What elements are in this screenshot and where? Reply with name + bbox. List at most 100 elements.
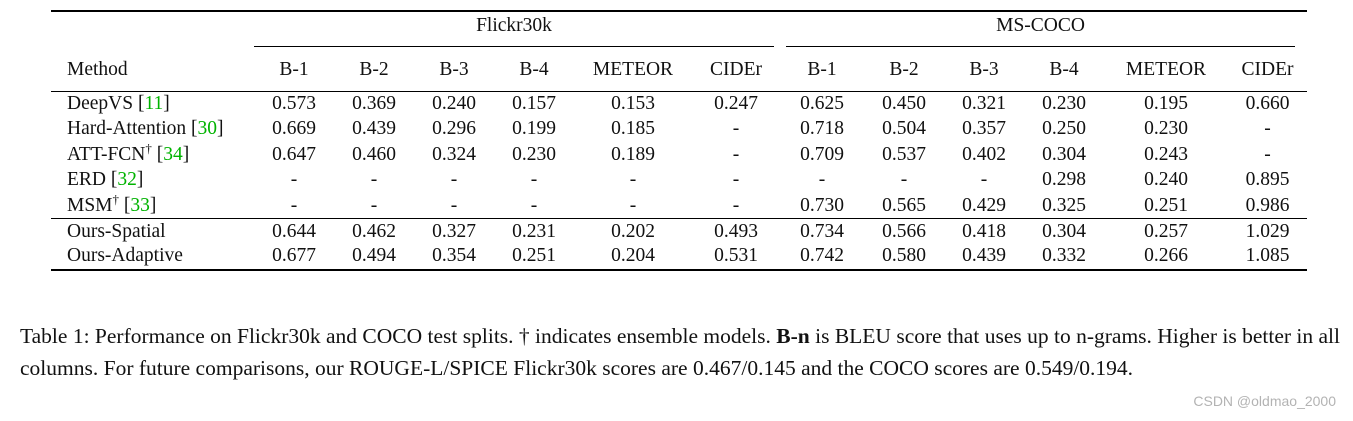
citation-link[interactable]: 11 [144, 93, 164, 114]
method-name: ERD [67, 169, 106, 191]
coco-score-cell: 0.251 [1144, 194, 1188, 216]
method-name-cell: Ours-Adaptive [51, 244, 254, 271]
coco-score-cell: 1.085 [1228, 244, 1308, 271]
watermark: CSDN @oldmao_2000 [1193, 393, 1336, 409]
flickr-score-cell: 0.230 [512, 143, 556, 165]
flickr-score-cell: 0.494 [334, 244, 414, 271]
coco-score-cell: 0.257 [1104, 218, 1228, 244]
table-body: DeepVS [11] 0.573 0.369 0.240 0.157 0.153 0.24… [51, 91, 1308, 271]
method-name: DeepVS [67, 93, 134, 114]
flickr-score-cell: 0.240 [432, 93, 476, 114]
method-name-cell: ATT-FCN† [34] [67, 140, 190, 165]
table-row: ATT-FCN† [34] 0.647 0.460 0.324 0.230 0.189 - 0… [51, 140, 1307, 168]
flickr-metric-header: METEOR [574, 50, 692, 92]
table-row: ERD [32] - - - - - - - - - 0.298 0.240 0.895 [51, 168, 1307, 194]
flickr-score-cell: 0.157 [512, 93, 556, 114]
coco-score-cell: 0.718 [800, 118, 844, 140]
coco-score-cell: 0.709 [800, 143, 844, 165]
mscoco-group-header: MS-COCO [780, 10, 1308, 50]
flickr-score-cell: 0.647 [272, 143, 316, 165]
coco-score-cell: 0.240 [1144, 169, 1188, 191]
flickr-score-cell: - [370, 169, 378, 191]
coco-score-cell: - [818, 169, 826, 191]
caption-text-part1: Table 1: Performance on Flickr30k and CO… [20, 324, 777, 348]
coco-score-cell: 0.429 [962, 194, 1006, 216]
flickr-score-cell: 0.251 [494, 244, 574, 271]
coco-score-cell: 0.742 [780, 244, 864, 271]
flickr-score-cell: 0.327 [414, 218, 494, 244]
coco-score-cell: 0.325 [1042, 194, 1086, 216]
coco-score-cell: 0.504 [882, 118, 926, 140]
coco-score-cell: 0.266 [1104, 244, 1228, 271]
coco-score-cell: - [1264, 118, 1271, 140]
coco-score-cell: 0.195 [1144, 93, 1188, 114]
coco-score-cell: 0.321 [962, 93, 1006, 114]
flickr-metric-header: CIDEr [692, 50, 780, 92]
coco-score-cell: 0.402 [962, 143, 1006, 165]
flickr-score-cell: 0.369 [352, 93, 396, 114]
method-name-cell: ERD [32] [67, 169, 144, 191]
citation-link[interactable]: 34 [163, 143, 183, 165]
coco-score-cell: 0.660 [1245, 93, 1290, 114]
flickr-score-cell: 0.185 [611, 118, 655, 140]
table-row: Hard-Attention [30] 0.669 0.439 0.296 0.199 0… [51, 117, 1307, 143]
coco-metric-header: B-2 [864, 50, 944, 92]
coco-score-cell: 0.357 [962, 118, 1006, 140]
flickr-score-cell: - [732, 169, 740, 191]
flickr-score-cell: - [450, 169, 458, 191]
coco-metric-header: B-1 [780, 50, 864, 92]
method-name: Ours-Adaptive [67, 245, 183, 267]
coco-score-cell: 0.418 [944, 218, 1024, 244]
coco-score-cell: 0.439 [944, 244, 1024, 271]
flickr30k-group-label: Flickr30k [254, 15, 774, 47]
coco-score-cell: - [980, 169, 988, 191]
ensemble-dagger: † [112, 191, 120, 206]
metric-header-row: Method B-1 B-2 B-3 B-4 METEOR CIDEr B-1 B-2 B-3 B… [51, 50, 1308, 92]
coco-score-cell: 0.298 [1042, 169, 1086, 191]
coco-metric-header: B-3 [944, 50, 1024, 92]
flickr-score-cell: - [530, 169, 538, 191]
flickr-score-cell: - [370, 194, 378, 216]
coco-score-cell: 0.895 [1245, 169, 1290, 191]
table-row: Ours-Spatial 0.644 0.462 0.327 0.231 0.202 0.4… [51, 218, 1308, 244]
flickr-score-cell: 0.247 [714, 93, 758, 114]
coco-score-cell: 0.537 [882, 143, 926, 165]
flickr-score-cell: 0.669 [272, 118, 316, 140]
coco-score-cell: 0.566 [864, 218, 944, 244]
flickr-score-cell: 0.189 [611, 143, 655, 165]
corner-cell [51, 10, 254, 50]
citation-link[interactable]: 30 [197, 118, 218, 140]
method-column-header: Method [51, 50, 254, 92]
coco-score-cell: - [900, 169, 908, 191]
flickr-score-cell: 0.324 [432, 143, 476, 165]
citation-link[interactable]: 33 [130, 194, 150, 216]
flickr-score-cell: 0.460 [352, 143, 396, 165]
citation-link[interactable]: 32 [117, 169, 137, 191]
coco-score-cell: 0.304 [1042, 143, 1086, 165]
coco-metric-header: B-4 [1024, 50, 1104, 92]
caption-text-part2: is BLEU score that uses up to n-grams. H… [20, 324, 1340, 380]
coco-score-cell: 0.243 [1144, 143, 1188, 165]
ensemble-dagger: † [145, 140, 152, 156]
flickr-score-cell: 0.677 [254, 244, 334, 271]
flickr-score-cell: 0.202 [574, 218, 692, 244]
coco-score-cell: 0.230 [1144, 118, 1188, 140]
method-name: Ours-Spatial [67, 220, 166, 242]
coco-score-cell: 0.332 [1024, 244, 1104, 271]
flickr-score-cell: 0.493 [692, 218, 780, 244]
coco-score-cell: 0.986 [1245, 194, 1290, 216]
method-name: MSM [67, 194, 113, 216]
coco-metric-header: METEOR [1104, 50, 1228, 92]
flickr-score-cell: 0.199 [512, 118, 556, 140]
flickr-score-cell: 0.573 [272, 93, 316, 114]
flickr-score-cell: - [290, 194, 298, 216]
flickr-metric-header: B-3 [414, 50, 494, 92]
flickr-score-cell: 0.531 [692, 244, 780, 271]
coco-metric-header: CIDEr [1228, 50, 1308, 92]
flickr-score-cell: 0.644 [254, 218, 334, 244]
caption-bold-term: B-n [776, 324, 810, 348]
flickr-score-cell: 0.462 [334, 218, 414, 244]
flickr-score-cell: - [732, 143, 740, 165]
flickr-score-cell: 0.153 [611, 93, 655, 114]
flickr-score-cell: 0.231 [494, 218, 574, 244]
